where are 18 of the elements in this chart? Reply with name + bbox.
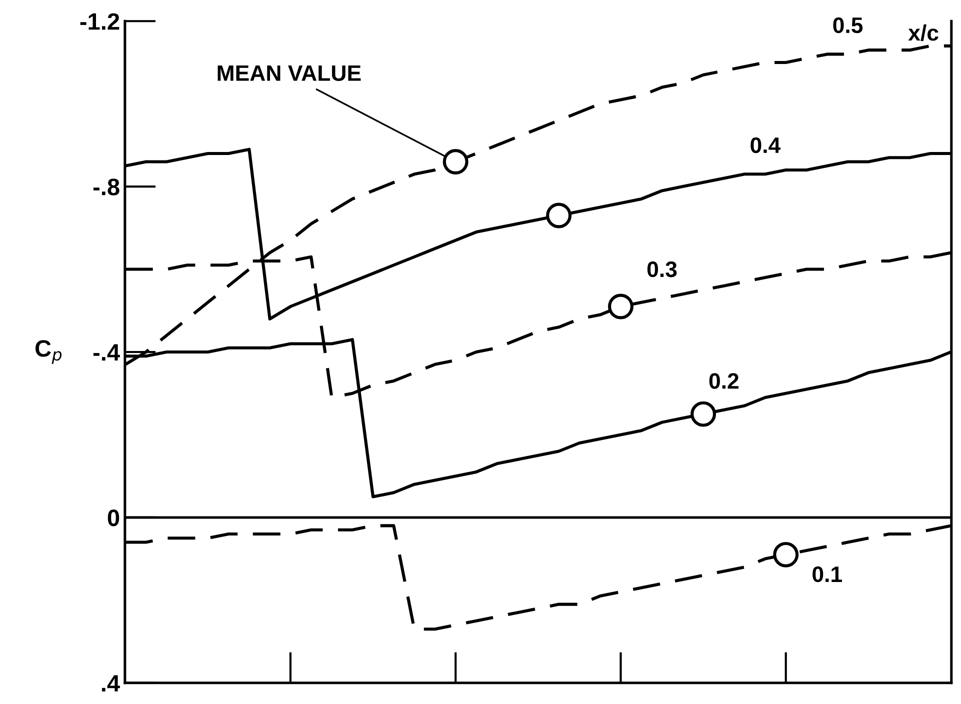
series-label: 0.2 [709, 373, 738, 389]
series-label: 0.3 [647, 261, 677, 278]
series-label: 0.1 [812, 566, 842, 582]
y-tick-label: -.4 [93, 344, 120, 361]
annotation: MEAN VALUE [218, 65, 361, 81]
annotation: x/c [908, 24, 938, 41]
y-tick-label: 0 [108, 510, 120, 526]
point [690, 401, 716, 427]
point [546, 202, 572, 228]
y-axis-title: C$_{p}$ [36, 340, 62, 364]
point [442, 149, 468, 174]
series-label: 0.5 [833, 17, 863, 34]
series-label: 0.4 [750, 137, 781, 154]
point [773, 542, 799, 568]
y-tick-label: .4 [102, 675, 120, 692]
y-tick-label: -.8 [93, 178, 120, 196]
point [608, 294, 634, 320]
y-tick-label: -1.2 [80, 13, 120, 30]
